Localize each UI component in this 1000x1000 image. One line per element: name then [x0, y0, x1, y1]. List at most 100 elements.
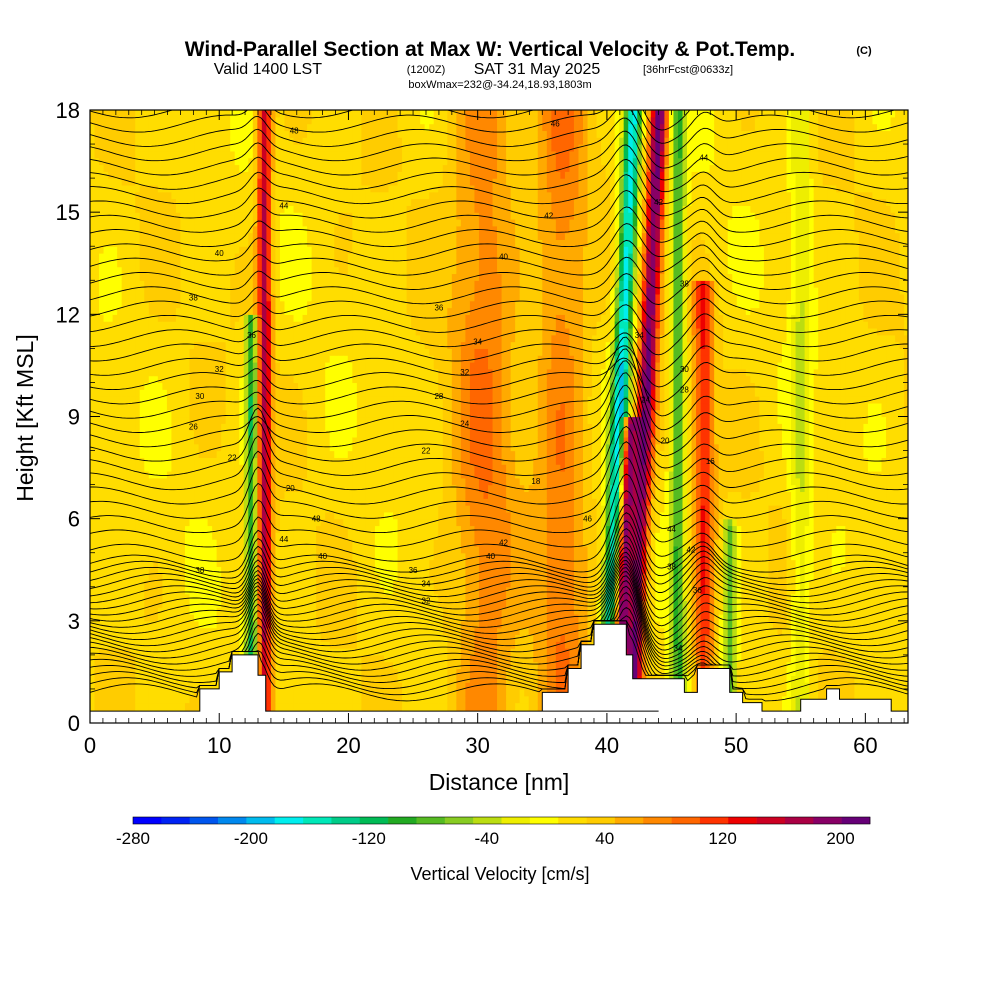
velocity-cell: [194, 477, 200, 486]
velocity-cell: [293, 130, 299, 138]
velocity-cell: [198, 579, 204, 588]
velocity-cell: [144, 402, 150, 411]
velocity-cell: [212, 654, 218, 663]
velocity-cell: [334, 212, 340, 220]
velocity-cell: [311, 539, 317, 547]
velocity-cell: [216, 314, 222, 322]
velocity-cell: [90, 477, 96, 486]
velocity-cell: [103, 620, 109, 629]
velocity-cell: [284, 457, 290, 465]
velocity-cell: [94, 559, 100, 567]
velocity-cell: [284, 253, 290, 261]
velocity-cell: [207, 498, 213, 506]
velocity-cell: [108, 423, 114, 431]
velocity-cell: [175, 627, 182, 636]
velocity-cell: [126, 498, 132, 506]
velocity-cell: [320, 362, 326, 370]
velocity-cell: [175, 171, 182, 179]
velocity-cell: [298, 375, 304, 384]
velocity-cell: [275, 654, 281, 663]
velocity-cell: [248, 484, 254, 493]
velocity-cell: [117, 314, 123, 322]
velocity-cell: [298, 307, 304, 315]
velocity-cell: [198, 164, 204, 172]
velocity-cell: [148, 280, 154, 288]
velocity-cell: [144, 273, 150, 281]
velocity-cell: [239, 191, 245, 200]
velocity-cell: [311, 620, 317, 629]
velocity-cell: [189, 559, 195, 567]
velocity-cell: [307, 661, 313, 670]
velocity-cell: [275, 505, 281, 513]
velocity-cell: [189, 511, 195, 520]
velocity-cell: [320, 382, 326, 390]
velocity-cell: [194, 586, 200, 595]
velocity-cell: [302, 266, 308, 275]
velocity-cell: [293, 620, 299, 629]
velocity-cell: [194, 532, 200, 540]
velocity-cell: [203, 232, 209, 241]
velocity-cell: [157, 566, 163, 574]
velocity-cell: [198, 627, 204, 636]
velocity-cell: [284, 184, 290, 193]
velocity-cell: [221, 573, 227, 581]
velocity-cell: [198, 116, 204, 125]
velocity-cell: [153, 368, 159, 377]
velocity-cell: [130, 614, 136, 622]
velocity-cell: [293, 484, 299, 493]
velocity-cell: [130, 443, 136, 452]
velocity-cell: [212, 443, 218, 452]
velocity-cell: [94, 688, 100, 697]
velocity-cell: [311, 648, 317, 656]
velocity-cell: [252, 620, 258, 629]
velocity-cell: [153, 654, 159, 663]
velocity-cell: [334, 382, 340, 390]
velocity-cell: [184, 321, 191, 329]
velocity-cell: [334, 334, 340, 343]
velocity-cell: [212, 539, 218, 547]
velocity-cell: [284, 416, 290, 424]
velocity-cell: [275, 198, 281, 206]
velocity-cell: [302, 287, 308, 295]
velocity-cell: [252, 532, 258, 540]
velocity-cell: [270, 150, 277, 159]
velocity-cell: [243, 498, 249, 506]
velocity-cell: [325, 695, 331, 704]
velocity-cell: [180, 266, 186, 275]
velocity-cell: [108, 443, 114, 452]
velocity-cell: [130, 579, 136, 588]
velocity-cell: [139, 593, 145, 601]
velocity-cell: [307, 552, 313, 561]
velocity-cell: [239, 464, 245, 472]
velocity-cell: [234, 150, 240, 159]
velocity-cell: [325, 688, 331, 697]
velocity-cell: [311, 675, 317, 683]
velocity-cell: [194, 382, 200, 390]
velocity-cell: [302, 396, 308, 404]
velocity-cell: [175, 334, 182, 343]
velocity-cell: [135, 675, 141, 683]
velocity-cell: [293, 430, 299, 438]
velocity-cell: [329, 498, 335, 506]
velocity-cell: [112, 579, 118, 588]
velocity-cell: [194, 579, 200, 588]
velocity-cell: [307, 198, 313, 206]
velocity-cell: [212, 470, 218, 479]
velocity-cell: [248, 259, 254, 268]
velocity-cell: [126, 239, 132, 247]
velocity-cell: [289, 232, 295, 241]
velocity-cell: [248, 171, 254, 179]
velocity-cell: [203, 178, 209, 186]
velocity-cell: [139, 157, 145, 166]
velocity-cell: [135, 212, 141, 220]
velocity-cell: [239, 198, 245, 206]
velocity-cell: [103, 389, 109, 397]
velocity-cell: [117, 246, 123, 254]
velocity-cell: [171, 150, 177, 159]
velocity-cell: [225, 307, 231, 315]
velocity-cell: [279, 232, 286, 241]
velocity-cell: [99, 123, 105, 132]
velocity-cell: [103, 246, 109, 254]
velocity-cell: [298, 688, 304, 697]
velocity-cell: [239, 620, 245, 629]
